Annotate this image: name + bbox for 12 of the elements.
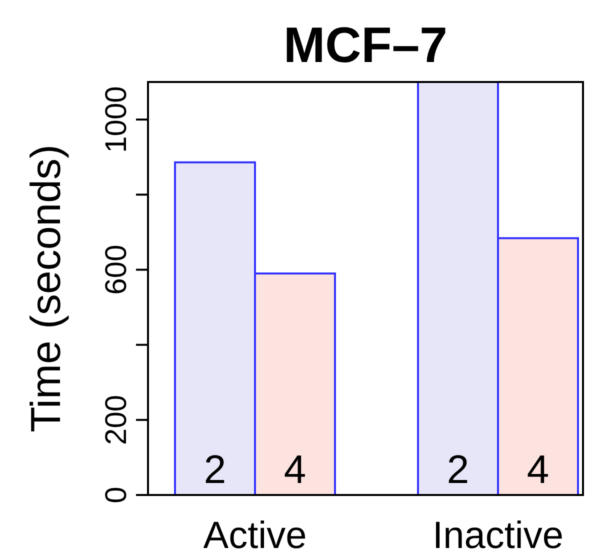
chart-title: MCF–7 bbox=[284, 17, 448, 73]
y-tick-label: 600 bbox=[100, 244, 133, 295]
series-label: 4 bbox=[284, 448, 306, 492]
text: 2 bbox=[446, 448, 470, 492]
text: 4 bbox=[526, 448, 550, 492]
x-tick-label: Active bbox=[203, 515, 307, 557]
x-tick-label: Inactive bbox=[432, 515, 564, 557]
series-label: 2 bbox=[204, 448, 226, 492]
y-tick-label: 200 bbox=[100, 394, 133, 445]
y-tick-label: 0 bbox=[100, 486, 133, 504]
y-tick-label: 1000 bbox=[100, 86, 133, 153]
y-axis-title: Time (seconds) bbox=[22, 144, 69, 432]
